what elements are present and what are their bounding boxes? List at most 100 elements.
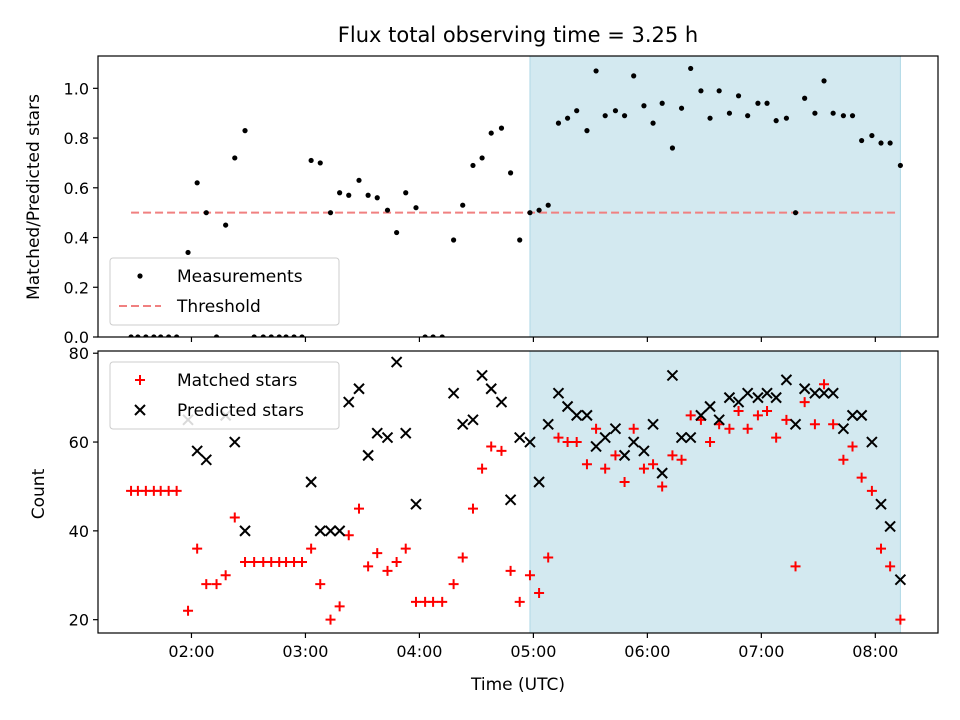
matched-point bbox=[334, 601, 345, 612]
matched-point bbox=[619, 477, 630, 488]
predicted-point bbox=[855, 409, 868, 422]
y-tick-label: 40 bbox=[69, 522, 89, 541]
measurement-point bbox=[158, 334, 164, 337]
legend-label: Predicted stars bbox=[177, 401, 304, 421]
matched-point bbox=[571, 437, 582, 448]
predicted-point bbox=[627, 436, 640, 448]
measurement-point bbox=[203, 210, 209, 216]
measurement-point bbox=[584, 128, 590, 134]
measurement-point bbox=[470, 162, 476, 169]
x-tick-label: 05:00 bbox=[510, 642, 556, 661]
measurement-point bbox=[283, 334, 289, 337]
legend-label: Threshold bbox=[176, 297, 261, 317]
measurement-point bbox=[897, 162, 903, 169]
measurement-point bbox=[299, 334, 305, 337]
y-tick-label: 0.8 bbox=[64, 129, 89, 148]
measurement-point bbox=[688, 65, 694, 72]
chart-title: Flux total observing time = 3.25 h bbox=[338, 23, 698, 47]
matched-point bbox=[505, 565, 516, 576]
measurement-point bbox=[650, 120, 656, 126]
measurement-point bbox=[498, 125, 505, 131]
matched-point bbox=[486, 441, 497, 452]
measurement-point bbox=[878, 140, 884, 146]
matched-point bbox=[372, 548, 383, 559]
predicted-point bbox=[457, 418, 469, 430]
measurement-point bbox=[621, 113, 628, 119]
matched-point bbox=[400, 543, 411, 554]
predicted-point bbox=[390, 356, 403, 368]
predicted-point bbox=[314, 525, 326, 537]
predicted-point bbox=[704, 400, 716, 413]
matched-point bbox=[220, 570, 231, 581]
predicted-point bbox=[533, 476, 545, 488]
predicted-point bbox=[741, 387, 754, 399]
matched-point bbox=[752, 410, 763, 421]
predicted-point bbox=[504, 494, 517, 506]
matched-point bbox=[457, 552, 468, 563]
measurement-point bbox=[517, 237, 523, 243]
axes-frame bbox=[97, 55, 939, 338]
measurement-point bbox=[365, 192, 371, 198]
matched-point bbox=[543, 552, 554, 563]
measurement-point bbox=[830, 110, 836, 116]
measurement-point bbox=[185, 249, 191, 256]
measurement-point bbox=[308, 157, 314, 164]
predicted-point bbox=[656, 467, 668, 479]
measurement-point bbox=[223, 222, 229, 228]
predicted-point bbox=[732, 396, 745, 408]
measurement-point bbox=[849, 113, 856, 119]
predicted-point bbox=[381, 431, 394, 444]
y-tick-label: 0.0 bbox=[64, 328, 89, 347]
measurement-point bbox=[251, 334, 257, 337]
measurement-point bbox=[430, 334, 436, 337]
matched-point bbox=[856, 472, 867, 483]
predicted-point bbox=[467, 414, 479, 426]
measurement-point bbox=[403, 190, 409, 196]
predicted-point bbox=[239, 525, 251, 537]
predicted-point bbox=[495, 396, 508, 408]
matched-point bbox=[809, 419, 820, 430]
x-tick-label: 02:00 bbox=[168, 642, 214, 661]
measurement-point bbox=[346, 192, 352, 198]
legend: Matched stars Predicted stars bbox=[109, 361, 340, 430]
matched-point bbox=[685, 410, 696, 421]
predicted-point bbox=[599, 431, 611, 444]
measurement-point bbox=[213, 334, 220, 337]
matched-point bbox=[553, 432, 564, 443]
legend-x-marker bbox=[134, 404, 146, 416]
legend: Measurements Threshold bbox=[109, 257, 340, 326]
series-dot bbox=[128, 65, 903, 337]
matched-point bbox=[762, 405, 773, 416]
measurement-point bbox=[337, 190, 343, 196]
predicted-point bbox=[305, 476, 317, 488]
measurement-point bbox=[527, 210, 533, 216]
top-panel: 0.0 0.2 0.4 0.6 0.8 1.0 Measurements Threshold bbox=[64, 55, 939, 347]
predicted-point bbox=[770, 391, 782, 404]
measurement-point bbox=[291, 334, 297, 337]
measurement-point bbox=[260, 334, 266, 337]
measurement-point bbox=[479, 155, 485, 161]
matched-point bbox=[847, 441, 858, 452]
predicted-point bbox=[485, 383, 497, 395]
measurement-point bbox=[755, 100, 761, 106]
predicted-point bbox=[638, 445, 650, 457]
predicted-point bbox=[590, 440, 602, 453]
matched-point bbox=[428, 596, 439, 607]
y-tick-label: 0.6 bbox=[64, 179, 89, 198]
measurement-point bbox=[327, 210, 334, 216]
predicted-point bbox=[353, 383, 365, 395]
predicted-point bbox=[447, 387, 460, 399]
measurement-point bbox=[374, 195, 380, 201]
matched-point bbox=[534, 588, 545, 599]
predicted-point bbox=[723, 391, 736, 404]
measurement-point bbox=[507, 170, 514, 176]
matched-point bbox=[799, 397, 810, 408]
predicted-point bbox=[752, 391, 764, 404]
highlight-span bbox=[529, 350, 901, 634]
predicted-point bbox=[798, 383, 811, 395]
measurement-point bbox=[821, 78, 827, 84]
matched-point bbox=[297, 556, 308, 567]
x-tick-label: 06:00 bbox=[624, 642, 670, 661]
matched-point bbox=[790, 561, 801, 572]
predicted-point bbox=[884, 520, 896, 533]
